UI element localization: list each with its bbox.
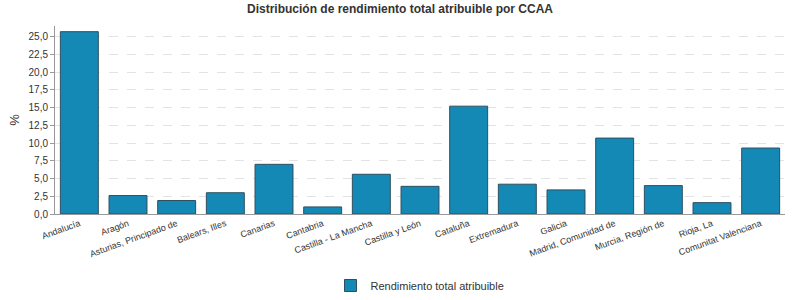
svg-text:Galicia: Galicia bbox=[539, 218, 568, 237]
svg-text:Extremadura: Extremadura bbox=[468, 218, 520, 245]
svg-text:7,5: 7,5 bbox=[34, 155, 48, 166]
svg-text:Canarias: Canarias bbox=[239, 218, 277, 240]
svg-text:17,5: 17,5 bbox=[29, 84, 49, 95]
svg-text:Rendimiento total atribuible: Rendimiento total atribuible bbox=[371, 280, 504, 292]
svg-text:12,5: 12,5 bbox=[29, 120, 49, 131]
svg-text:Asturias, Principado de: Asturias, Principado de bbox=[88, 218, 178, 259]
svg-text:Castilla - La Mancha: Castilla - La Mancha bbox=[293, 218, 374, 255]
svg-text:Murcia, Región de: Murcia, Región de bbox=[593, 218, 665, 252]
svg-text:Madrid, Comunidad de: Madrid, Comunidad de bbox=[528, 218, 617, 259]
svg-text:20,0: 20,0 bbox=[29, 67, 49, 78]
svg-text:Distribución de rendimiento to: Distribución de rendimiento total atribu… bbox=[247, 2, 553, 16]
svg-text:22,5: 22,5 bbox=[29, 49, 49, 60]
svg-text:0,0: 0,0 bbox=[34, 209, 48, 220]
svg-text:Cataluña: Cataluña bbox=[434, 218, 471, 240]
svg-text:Cantabria: Cantabria bbox=[285, 218, 325, 241]
svg-text:10,0: 10,0 bbox=[29, 138, 49, 149]
svg-text:5,0: 5,0 bbox=[34, 173, 48, 184]
svg-text:Aragón: Aragón bbox=[100, 218, 131, 237]
svg-text:2,5: 2,5 bbox=[34, 191, 48, 202]
svg-text:%: % bbox=[7, 114, 22, 126]
svg-text:Andalucía: Andalucía bbox=[41, 218, 82, 241]
svg-text:Balears, Illes: Balears, Illes bbox=[176, 218, 228, 245]
svg-text:Rioja, La: Rioja, La bbox=[677, 218, 714, 240]
svg-text:Comunitat Valenciana: Comunitat Valenciana bbox=[677, 218, 763, 257]
svg-text:15,0: 15,0 bbox=[29, 102, 49, 113]
svg-text:Castilla y León: Castilla y León bbox=[363, 218, 422, 248]
svg-text:25,0: 25,0 bbox=[29, 31, 49, 42]
